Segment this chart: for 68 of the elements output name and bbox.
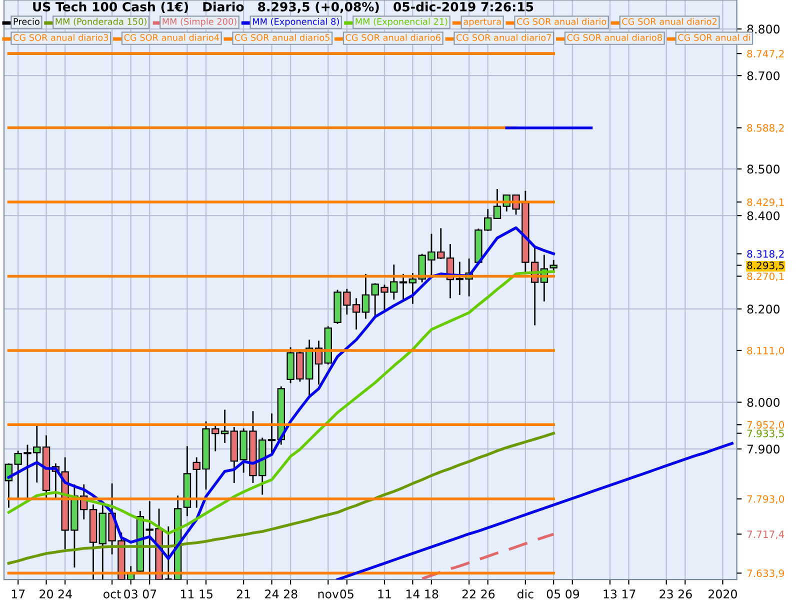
x-tick-label: 11 [180, 590, 194, 598]
legend-label: CG SOR anual diario4 [124, 34, 220, 41]
legend-label: MM (Ponderada 150) [56, 18, 146, 26]
y2-tick-label: 7.717,4 [747, 530, 784, 540]
legend-label: apertura [464, 18, 501, 27]
x-tick-label: 17 [622, 590, 636, 598]
legend-label: CG SOR anual di [678, 34, 750, 41]
x-tick-label: 28 [284, 590, 298, 598]
x-tick-label: 18 [425, 590, 438, 598]
candlestick [268, 412, 276, 456]
x-tick-label: 23 [660, 590, 673, 598]
chart-title: US Tech 100 Cash (1€) Diario 8.293,5 (+0,08%) 05-dic-2019 7:26:15 [33, 2, 534, 14]
y2-tick-label: 8.293,5 [747, 262, 784, 270]
y-tick-label: 8.700 [747, 71, 780, 80]
y2-tick-label: 8.318,2 [747, 250, 784, 259]
line-series [336, 442, 734, 580]
y-tick-label: 8.400 [747, 211, 780, 220]
y2-tick-label: 8.747,2 [747, 50, 784, 59]
line-series [420, 532, 555, 580]
legend-label: CG SOR anual diario6 [346, 34, 440, 41]
x-tick-label: 09 [566, 590, 580, 598]
y2-tick-label: 7.793,0 [747, 495, 784, 504]
x-tick-label: dic [517, 589, 534, 598]
candlestick [399, 273, 408, 300]
x-tick-label: 03 [124, 590, 138, 598]
y2-tick-label: 8.270,1 [747, 272, 784, 282]
x-tick-label: 17 [12, 590, 25, 598]
x-tick-label: 21 [236, 590, 250, 598]
legend-label: CG SOR anual diario3 [14, 34, 108, 41]
x-tick-label: 24 [265, 590, 279, 598]
y2-tick-label: 7.633,9 [747, 569, 784, 578]
x-tick-label: 05 [546, 590, 560, 598]
line-series [7, 432, 555, 565]
legend-label: MM (Exponencial 8) [252, 18, 339, 27]
y2-tick-label: 7.952,0 [747, 421, 784, 430]
legend-label: CG SOR anual diario5 [235, 34, 330, 41]
y-tick-label: 8.500 [747, 164, 780, 174]
x-tick-label: 22 [462, 590, 476, 598]
x-tick-label: 15 [200, 590, 212, 598]
x-tick-label: nov [318, 592, 339, 598]
x-tick-label: oct [104, 590, 121, 598]
y-tick-label: 8.000 [747, 398, 780, 407]
x-tick-label: 26 [678, 590, 692, 598]
x-tick-label: 14 [406, 590, 420, 598]
x-tick-label: 20 [40, 590, 54, 598]
candlestick [220, 409, 229, 444]
legend-label: Precio [14, 18, 40, 25]
x-tick-label: 13 [604, 590, 617, 598]
y-tick-label: 7.900 [747, 444, 780, 454]
x-tick-label: 24 [58, 590, 72, 598]
y-tick-label: 8.200 [747, 304, 780, 314]
y2-tick-label: 8.111,0 [747, 346, 784, 356]
legend-label: MM (Exponencial 21) [356, 18, 448, 27]
legend-label: CG SOR anual diario [517, 18, 606, 25]
x-tick-label: 26 [481, 590, 495, 598]
x-tick-label: 07 [142, 590, 156, 598]
legend-label: MM (Simple 200) [162, 18, 236, 27]
y2-tick-label: 8.588,2 [747, 124, 784, 133]
x-tick-label: 11 [378, 590, 391, 598]
candlestick [362, 273, 370, 320]
y2-tick-label: 7.933,5 [747, 430, 784, 438]
legend-label: CG SOR anual diario7 [456, 34, 552, 41]
legend-label: CG SOR anual diario8 [567, 34, 662, 41]
legend-label: CG SOR anual diario2 [622, 18, 717, 25]
x-tick-label: 05 [340, 590, 354, 598]
x-tick-label: 2020 [708, 590, 737, 598]
y2-tick-label: 8.429,1 [747, 198, 784, 207]
candlestick [493, 188, 502, 220]
